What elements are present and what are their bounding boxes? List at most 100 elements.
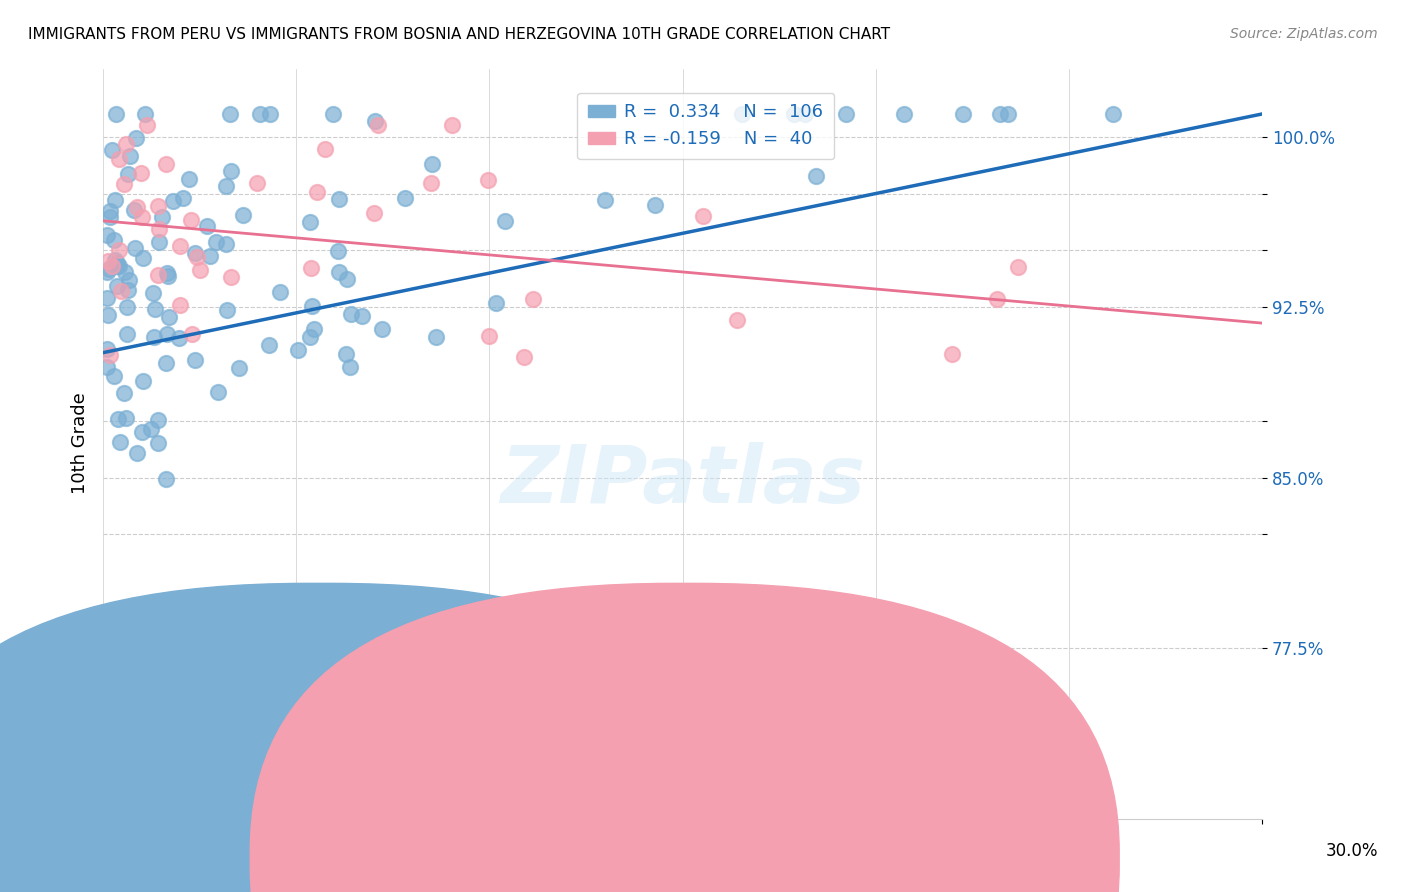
Point bbox=[190, 263, 212, 277]
Point bbox=[96, 359, 118, 374]
Point bbox=[326, 244, 349, 259]
Point bbox=[425, 329, 447, 343]
Text: ZIPatlas: ZIPatlas bbox=[501, 442, 865, 520]
Point bbox=[364, 114, 387, 128]
Point bbox=[186, 250, 208, 264]
Point bbox=[134, 107, 156, 121]
Point bbox=[322, 107, 344, 121]
Point bbox=[988, 107, 1011, 121]
Point bbox=[494, 214, 516, 228]
Point bbox=[96, 265, 118, 279]
Text: Source: ZipAtlas.com: Source: ZipAtlas.com bbox=[1230, 27, 1378, 41]
Point bbox=[162, 194, 184, 208]
Point bbox=[725, 313, 748, 327]
Point bbox=[997, 107, 1019, 121]
Point bbox=[217, 303, 239, 318]
Point bbox=[136, 119, 159, 133]
Point bbox=[204, 235, 226, 250]
Point bbox=[132, 374, 155, 388]
Point bbox=[183, 352, 205, 367]
Point bbox=[228, 360, 250, 375]
Point bbox=[420, 157, 443, 171]
Point bbox=[114, 265, 136, 279]
Point bbox=[155, 327, 177, 342]
Point bbox=[302, 322, 325, 336]
Point bbox=[835, 107, 858, 121]
Point bbox=[107, 260, 129, 274]
Point bbox=[96, 342, 118, 356]
Point bbox=[105, 255, 128, 269]
Point bbox=[219, 270, 242, 285]
Point bbox=[794, 107, 817, 121]
Point bbox=[146, 412, 169, 426]
Point bbox=[731, 107, 754, 121]
Point bbox=[893, 107, 915, 121]
Text: IMMIGRANTS FROM PERU VS IMMIGRANTS FROM BOSNIA AND HERZEGOVINA 10TH GRADE CORREL: IMMIGRANTS FROM PERU VS IMMIGRANTS FROM … bbox=[28, 27, 890, 42]
Point bbox=[198, 249, 221, 263]
Point bbox=[335, 347, 357, 361]
Point bbox=[218, 107, 240, 121]
Point bbox=[394, 191, 416, 205]
Point bbox=[287, 343, 309, 357]
Point bbox=[114, 136, 136, 151]
Point bbox=[155, 356, 177, 370]
Point bbox=[299, 260, 322, 275]
Point bbox=[941, 347, 963, 361]
Point bbox=[98, 348, 121, 362]
Point bbox=[117, 283, 139, 297]
Point bbox=[155, 156, 177, 170]
Point bbox=[139, 422, 162, 436]
Point bbox=[108, 243, 131, 257]
Point bbox=[97, 254, 120, 268]
Point bbox=[157, 310, 180, 325]
Point bbox=[246, 176, 269, 190]
Point bbox=[420, 176, 443, 190]
Point bbox=[259, 107, 281, 121]
Point bbox=[328, 265, 350, 279]
Point bbox=[249, 107, 271, 121]
Point bbox=[177, 172, 200, 186]
Point bbox=[952, 107, 974, 121]
Point bbox=[129, 166, 152, 180]
Point bbox=[370, 322, 392, 336]
Point bbox=[148, 235, 170, 249]
Point bbox=[110, 285, 132, 299]
Point bbox=[593, 193, 616, 207]
Point bbox=[644, 198, 666, 212]
Point bbox=[105, 259, 128, 273]
Point bbox=[103, 368, 125, 383]
Text: 30.0%: 30.0% bbox=[1326, 842, 1378, 860]
Point bbox=[132, 251, 155, 265]
Point bbox=[131, 425, 153, 440]
Point bbox=[172, 191, 194, 205]
Point bbox=[336, 272, 359, 286]
Point bbox=[207, 384, 229, 399]
Point bbox=[125, 200, 148, 214]
Point bbox=[363, 205, 385, 219]
Point bbox=[301, 299, 323, 313]
Point bbox=[124, 241, 146, 255]
Point bbox=[120, 149, 142, 163]
Point bbox=[259, 338, 281, 352]
Point bbox=[104, 193, 127, 207]
Point bbox=[167, 331, 190, 345]
Point bbox=[477, 173, 499, 187]
Point bbox=[131, 210, 153, 224]
Point bbox=[105, 278, 128, 293]
Point bbox=[440, 119, 463, 133]
Point bbox=[148, 199, 170, 213]
Point bbox=[97, 308, 120, 322]
Point bbox=[122, 202, 145, 217]
Point bbox=[352, 309, 374, 323]
Point bbox=[98, 204, 121, 219]
Point bbox=[157, 269, 180, 284]
Point bbox=[150, 210, 173, 224]
Point bbox=[155, 472, 177, 486]
Point bbox=[232, 207, 254, 221]
Point bbox=[148, 222, 170, 236]
Point bbox=[269, 285, 291, 300]
Point bbox=[105, 107, 128, 121]
Point bbox=[314, 143, 336, 157]
Point bbox=[782, 107, 804, 121]
Point bbox=[478, 329, 501, 343]
